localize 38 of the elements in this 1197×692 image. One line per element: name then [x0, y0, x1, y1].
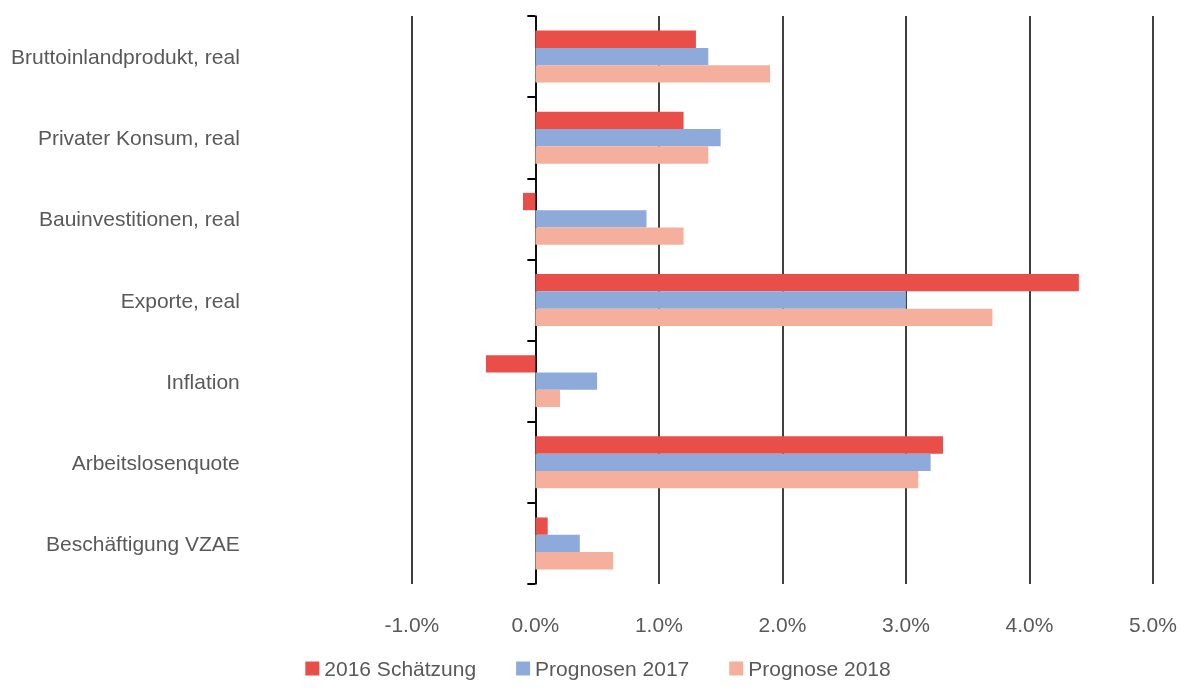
y-tick-label: Beschäftigung VZAE — [46, 531, 240, 555]
y-tick-label: Exporte, real — [120, 288, 240, 312]
bar — [535, 65, 771, 83]
bar — [535, 517, 548, 535]
bar — [535, 308, 993, 326]
x-tick-label: 1.0% — [634, 613, 683, 636]
bar — [535, 111, 684, 130]
y-tick-label: Bauinvestitionen, real — [39, 207, 240, 231]
x-tick-label: 2.0% — [758, 613, 807, 636]
y-tick-label: Arbeitslosenquote — [71, 450, 240, 474]
x-tick-label: 5.0% — [1129, 613, 1177, 636]
bar — [485, 355, 536, 373]
bar — [535, 291, 906, 309]
bar — [535, 436, 943, 454]
bar — [535, 552, 614, 570]
bar — [522, 192, 536, 211]
y-tick-label: Inflation — [166, 369, 240, 393]
bar — [535, 274, 1079, 292]
bar — [535, 227, 684, 245]
x-tick-label: 4.0% — [1005, 613, 1054, 636]
legend-label: 2016 Schätzung — [324, 657, 477, 680]
y-tick-label: Bruttoinlandprodukt, real — [10, 45, 240, 69]
bar — [535, 372, 598, 390]
bar — [535, 470, 919, 489]
bar — [535, 389, 561, 408]
x-tick-label: 0.0% — [511, 613, 560, 636]
legend-label: Prognose 2018 — [748, 657, 891, 680]
bar — [535, 534, 580, 553]
y-tick-label: Privater Konsum, real — [37, 126, 240, 150]
bar — [535, 30, 696, 48]
bar — [535, 146, 709, 164]
x-tick-label: 3.0% — [882, 613, 930, 636]
bar — [535, 453, 931, 471]
x-tick-label: -1.0% — [384, 613, 440, 636]
legend-label: Prognosen 2017 — [535, 657, 690, 680]
bar — [535, 47, 709, 66]
bar — [535, 210, 647, 228]
bar — [535, 129, 721, 147]
